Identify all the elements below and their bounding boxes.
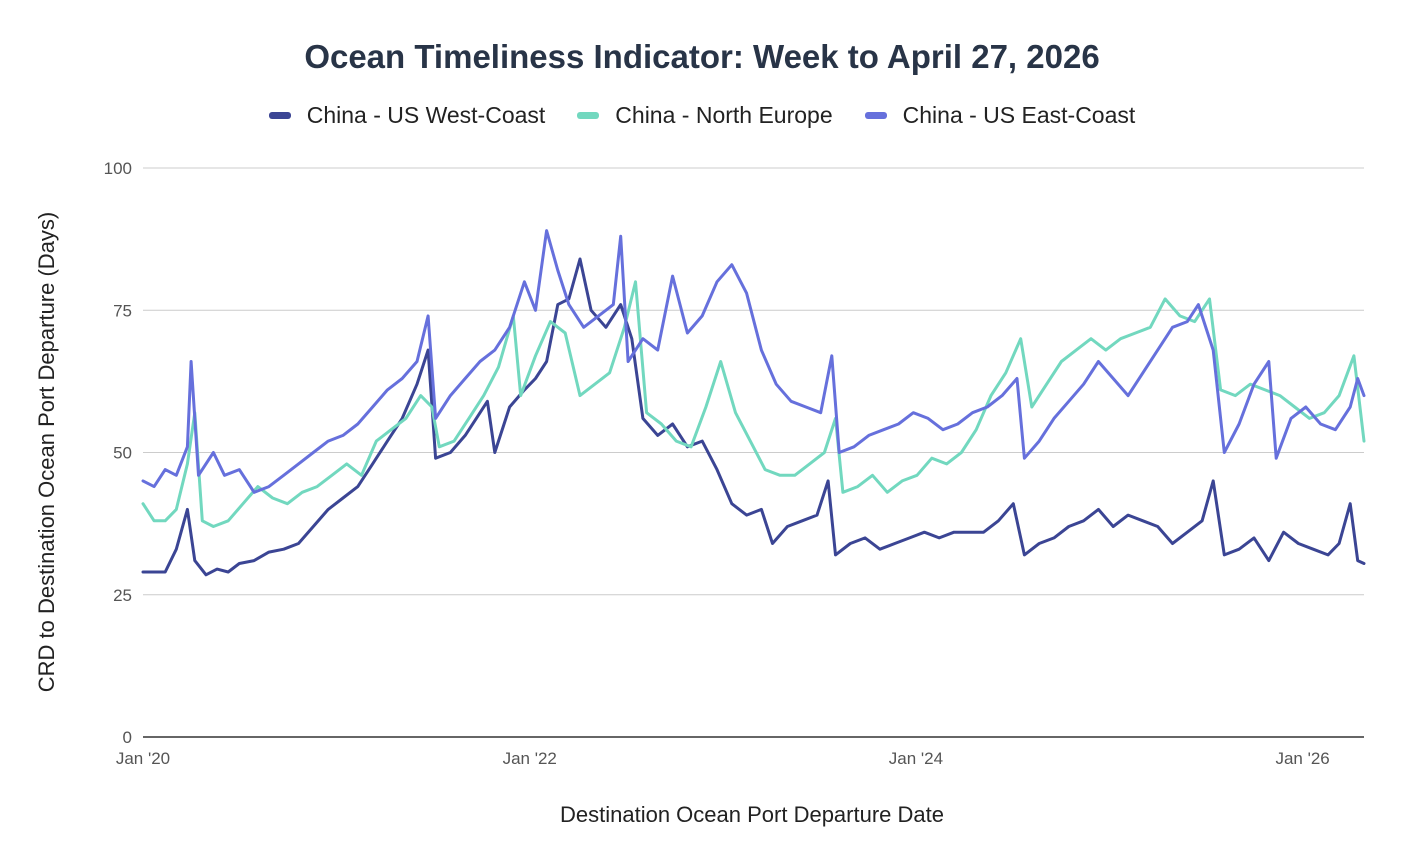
x-tick-label: Jan '26 [1275,749,1329,768]
y-axis-title: CRD to Destination Ocean Port Departure … [34,211,59,693]
legend-swatch-us-east-coast [864,112,887,119]
y-tick-label: 50 [113,444,132,463]
legend-swatch-north-europe [577,112,600,119]
series-line-0 [141,257,1366,577]
series-line-2 [141,229,1366,494]
x-tick-label: Jan '20 [116,749,170,768]
legend-item-north-europe[interactable]: China - North Europe [577,102,833,129]
x-tick-label: Jan '24 [889,749,943,768]
legend-label-us-west-coast: China - US West-Coast [306,102,546,128]
series-line-1 [141,280,1366,528]
legend-swatch-us-west-coast [268,112,291,119]
chart-title: Ocean Timeliness Indicator: Week to Apri… [304,38,1100,75]
y-tick-label: 100 [104,159,132,178]
y-tick-label: 75 [113,301,132,320]
legend-item-us-east-coast[interactable]: China - US East-Coast [864,102,1136,129]
x-axis-title: Destination Ocean Port Departure Date [560,802,944,827]
y-tick-label: 0 [123,728,132,747]
legend-item-us-west-coast[interactable]: China - US West-Coast [268,102,546,129]
legend-label-us-east-coast: China - US East-Coast [902,102,1136,128]
x-tick-label: Jan '22 [503,749,557,768]
legend-label-north-europe: China - North Europe [615,102,833,128]
chart-legend: China - US West-Coast China - North Euro… [0,102,1404,129]
y-tick-label: 25 [113,586,132,605]
